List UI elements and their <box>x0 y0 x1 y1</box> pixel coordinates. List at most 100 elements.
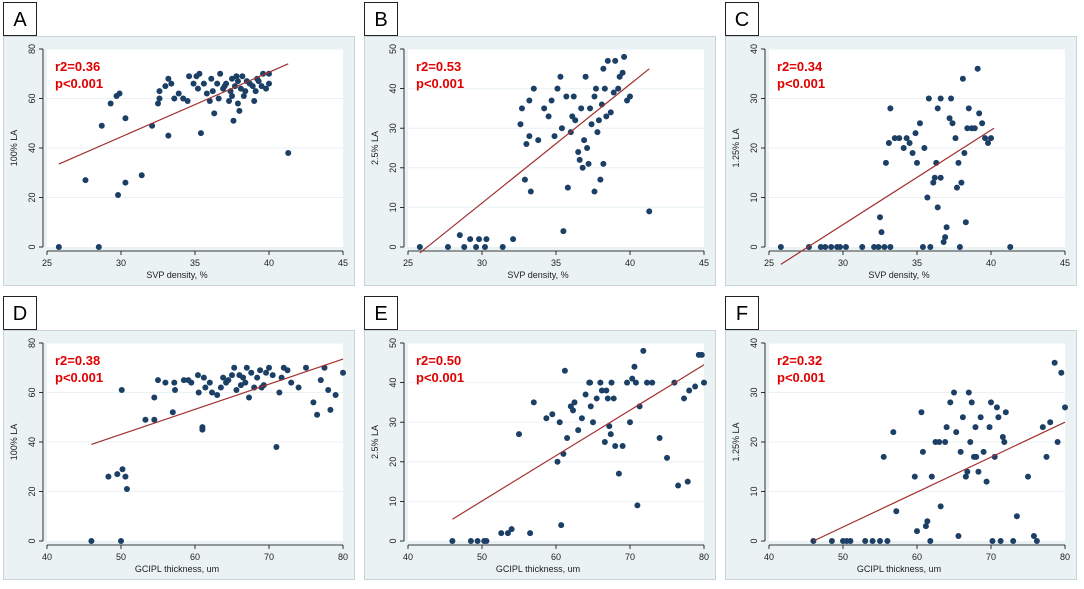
data-point <box>240 374 247 381</box>
y-tick-label: 60 <box>27 387 37 397</box>
data-point <box>578 105 585 112</box>
y-tick-label: 80 <box>27 338 37 348</box>
data-point <box>1001 439 1008 445</box>
data-point <box>138 172 145 179</box>
x-tick-label: 40 <box>625 258 635 268</box>
data-point <box>862 538 869 544</box>
y-tick-label: 10 <box>388 202 398 212</box>
y-tick-label: 40 <box>388 84 398 94</box>
data-point <box>180 377 187 384</box>
data-point <box>959 414 966 421</box>
data-point <box>919 448 926 455</box>
data-point <box>953 429 960 436</box>
data-point <box>317 377 324 384</box>
data-point <box>169 409 176 416</box>
data-point <box>646 208 653 215</box>
data-point <box>217 70 224 77</box>
data-point <box>621 53 628 60</box>
scatter-chart-D: 0 20 40 60 80 40 50 60 70 80 GCIPL thickness, um 10… <box>3 330 355 580</box>
data-point <box>230 117 237 124</box>
x-tick-label: 35 <box>551 258 561 268</box>
y-tick-label: 60 <box>27 93 37 103</box>
data-point <box>162 83 169 90</box>
y-tick-label: 20 <box>27 486 37 496</box>
y-tick-label: 40 <box>388 378 398 388</box>
data-point <box>880 453 887 460</box>
data-point <box>914 159 920 166</box>
data-point <box>557 73 564 80</box>
data-point <box>909 149 916 156</box>
data-point <box>563 93 570 100</box>
data-point <box>576 156 583 163</box>
x-tick-label: 70 <box>625 552 635 562</box>
scatter-chart-B: 0 10 20 30 40 50 25 30 35 40 45 SVP density, % 2.5% … <box>364 36 716 286</box>
panel-label-A: A <box>3 2 37 36</box>
data-point <box>590 419 596 426</box>
data-point <box>575 427 582 434</box>
data-point <box>968 399 975 406</box>
data-point <box>828 538 835 544</box>
data-point <box>951 389 957 396</box>
data-point <box>203 90 210 97</box>
data-point <box>587 379 594 386</box>
data-point <box>919 244 926 250</box>
data-point <box>564 184 571 191</box>
data-point <box>911 473 918 480</box>
data-point <box>151 416 158 423</box>
y-axis-title: 100% LA <box>9 424 19 461</box>
data-point <box>993 404 1000 411</box>
data-point <box>214 80 221 87</box>
data-point <box>474 538 481 544</box>
data-point <box>603 113 610 120</box>
x-axis-title: GCIPL thickness, um <box>857 564 941 574</box>
data-point <box>527 530 534 537</box>
data-point <box>105 473 112 480</box>
panel-label-F: F <box>725 296 759 330</box>
x-tick-label: 25 <box>764 258 774 268</box>
data-point <box>516 431 522 438</box>
data-point <box>98 122 105 129</box>
data-point <box>243 364 250 371</box>
data-point <box>151 394 158 401</box>
y-tick-label: 20 <box>749 143 759 153</box>
data-point <box>257 367 264 374</box>
data-point <box>593 395 600 402</box>
data-point <box>930 179 937 186</box>
data-point <box>575 148 582 155</box>
x-tick-label: 45 <box>1060 258 1070 268</box>
data-point <box>214 391 221 398</box>
y-axis-title: 1.25% LA <box>731 422 741 461</box>
data-point <box>498 530 505 537</box>
data-point <box>242 88 249 95</box>
data-point <box>483 538 490 544</box>
data-point <box>624 379 631 386</box>
data-point <box>554 458 561 465</box>
data-point <box>155 377 161 384</box>
data-point <box>927 244 934 250</box>
data-point <box>461 244 468 250</box>
data-point <box>467 236 474 243</box>
data-point <box>977 414 984 421</box>
data-point <box>1047 419 1054 426</box>
data-point <box>903 135 910 142</box>
data-point <box>114 471 121 478</box>
y-tick-label: 0 <box>388 538 398 543</box>
data-point <box>597 379 604 386</box>
data-point <box>209 88 216 95</box>
p-value: p<0.001 <box>55 370 104 385</box>
data-point <box>194 85 201 92</box>
data-point <box>615 470 622 477</box>
data-point <box>587 105 594 112</box>
data-point <box>675 482 682 489</box>
data-point <box>891 135 898 142</box>
fit-line <box>91 358 344 446</box>
data-point <box>962 473 969 480</box>
data-point <box>1051 359 1058 366</box>
y-tick-label: 10 <box>749 192 759 202</box>
data-point <box>545 113 552 120</box>
data-point <box>937 174 944 181</box>
data-point <box>942 439 949 445</box>
data-point <box>449 538 456 544</box>
data-point <box>1039 424 1046 431</box>
data-point <box>877 538 883 544</box>
